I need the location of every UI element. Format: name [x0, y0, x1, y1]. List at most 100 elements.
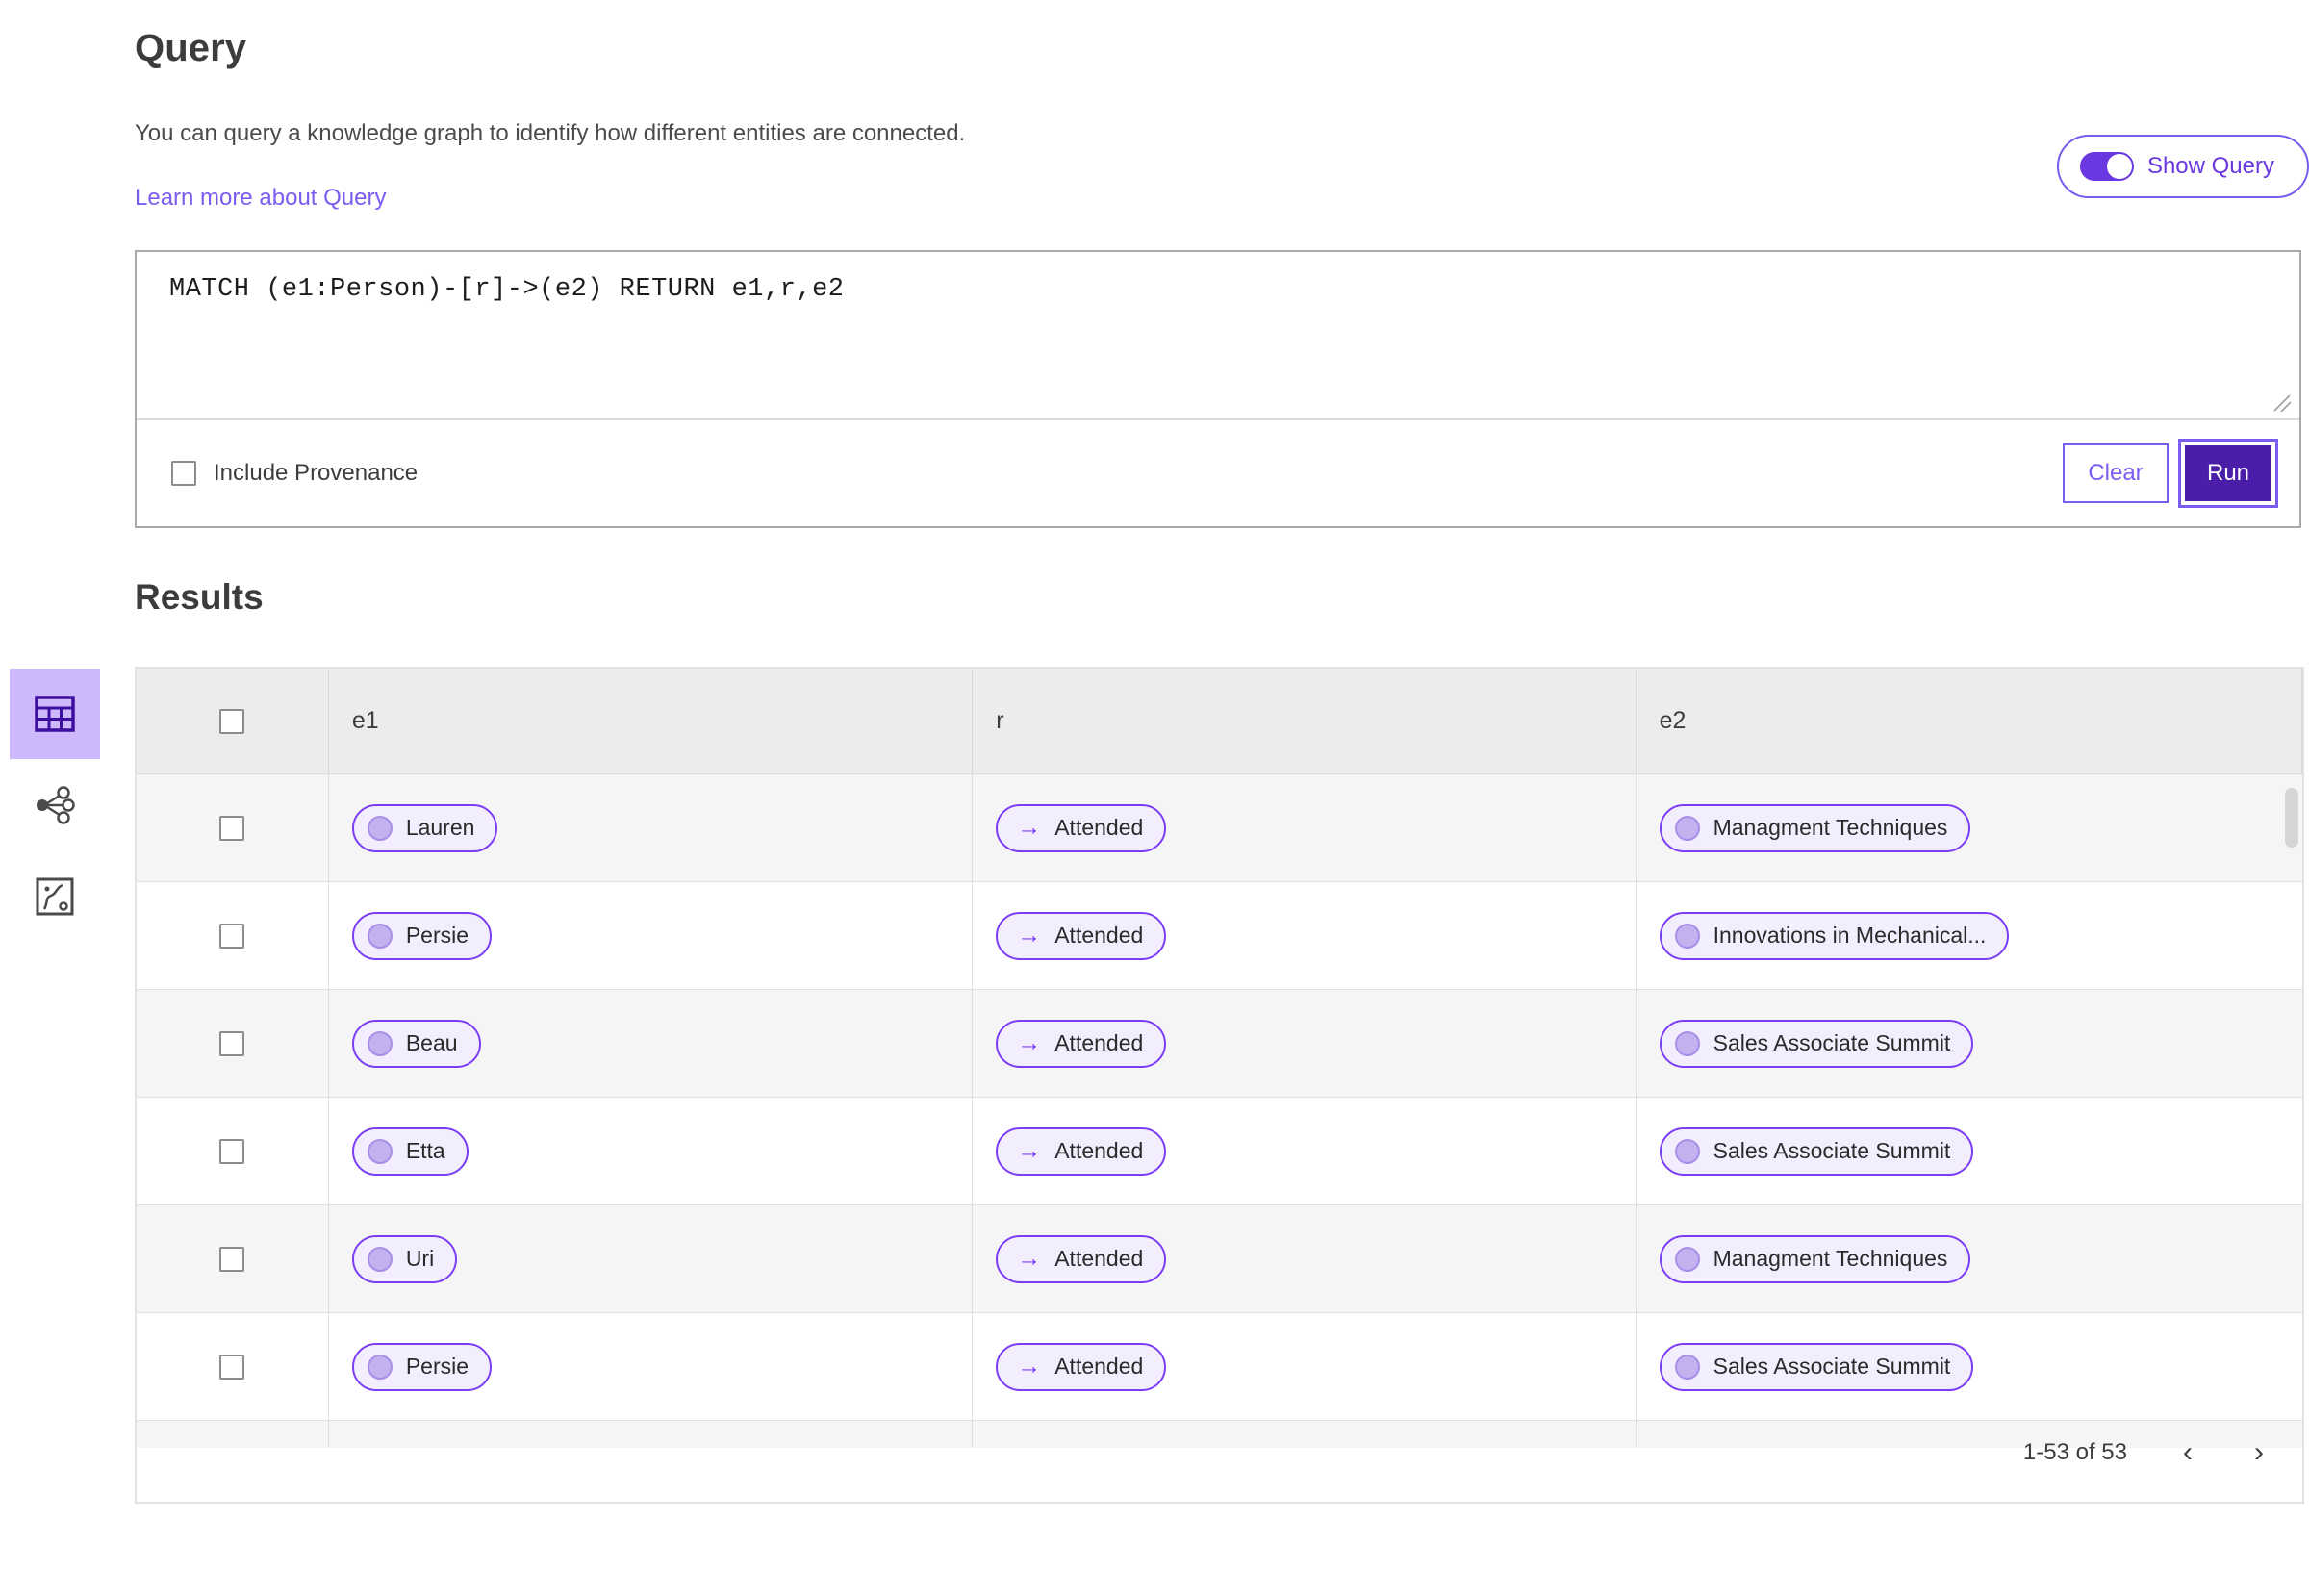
entity-chip[interactable]: Lauren: [351, 803, 498, 852]
relationship-chip-label: Attended: [1054, 923, 1144, 948]
table-row[interactable]: Persie → Attended Sales Associate Summit: [137, 1313, 2302, 1421]
entity-chip-label: Sales Associate Summit: [1713, 1354, 1951, 1379]
row-checkbox[interactable]: [219, 1138, 245, 1164]
resize-handle-icon[interactable]: [2271, 392, 2292, 413]
results-table: e1 r e2 Lauren: [135, 667, 2304, 1504]
entity-dot-icon: [367, 1030, 393, 1056]
column-header-e1[interactable]: e1: [329, 669, 974, 773]
column-header-e2-label: e2: [1659, 707, 1687, 734]
row-select-cell: [137, 1421, 329, 1448]
entity-chip-label: Uri: [405, 1246, 435, 1271]
cell-e2: Sales Associate Summit: [1637, 990, 2302, 1097]
row-checkbox[interactable]: [219, 1030, 245, 1056]
entity-dot-icon: [1674, 1354, 1700, 1380]
relationship-chip[interactable]: → Attended: [996, 803, 1167, 852]
entity-dot-icon: [367, 1246, 393, 1272]
run-button[interactable]: Run: [2185, 445, 2271, 501]
row-checkbox[interactable]: [219, 815, 245, 841]
row-select-cell: [137, 1313, 329, 1420]
pagination: 1-53 of 53 ‹ ›: [2023, 1438, 2270, 1467]
page-subtitle: You can query a knowledge graph to ident…: [135, 120, 966, 146]
include-provenance-checkbox[interactable]: Include Provenance: [171, 460, 418, 487]
column-header-r-label: r: [996, 707, 1004, 734]
entity-chip[interactable]: Sales Associate Summit: [1659, 1342, 1974, 1391]
entity-dot-icon: [1674, 1246, 1700, 1272]
entity-chip[interactable]: Managment Techniques: [1659, 1234, 1971, 1283]
entity-dot-icon: [367, 1138, 393, 1164]
cell-e1: Etta: [329, 1098, 974, 1204]
entity-chip[interactable]: Sales Associate Summit: [1659, 1127, 1974, 1176]
entity-chip[interactable]: Innovations in Mechanical...: [1659, 911, 2010, 960]
cell-e1: Larry: [329, 1421, 974, 1448]
table-row[interactable]: Uri → Attended Managment Techniques: [137, 1205, 2302, 1313]
query-footer: Include Provenance Clear Run: [137, 420, 2299, 526]
table-row[interactable]: Larry → Attended Innovations in Mechanic…: [137, 1421, 2302, 1448]
relationship-chip[interactable]: → Attended: [996, 1234, 1167, 1283]
relationship-chip-label: Attended: [1054, 1246, 1144, 1271]
results-title: Results: [135, 577, 264, 617]
row-select-cell: [137, 1205, 329, 1312]
pagination-next-button[interactable]: ›: [2254, 1436, 2264, 1468]
clear-button[interactable]: Clear: [2063, 443, 2169, 503]
row-checkbox[interactable]: [219, 1246, 245, 1272]
table-row[interactable]: Beau → Attended Sales Associate Summit: [137, 990, 2302, 1098]
entity-dot-icon: [1674, 1138, 1700, 1164]
relationship-chip-label: Attended: [1054, 1138, 1144, 1163]
entity-chip[interactable]: Beau: [351, 1019, 481, 1068]
table-scrollbar-thumb[interactable]: [2285, 788, 2298, 848]
entity-chip-label: Lauren: [405, 815, 475, 840]
row-checkbox[interactable]: [219, 923, 245, 949]
table-row[interactable]: Lauren → Attended Managment Techniques: [137, 774, 2302, 882]
cell-e1: Beau: [329, 990, 974, 1097]
cell-e1: Uri: [329, 1205, 974, 1312]
query-editor[interactable]: MATCH (e1:Person)-[r]->(e2) RETURN e1,r,…: [137, 252, 2299, 420]
relationship-chip[interactable]: → Attended: [996, 1019, 1167, 1068]
relationship-chip[interactable]: → Attended: [996, 911, 1167, 960]
entity-chip[interactable]: Sales Associate Summit: [1659, 1019, 1974, 1068]
entity-chip[interactable]: Etta: [351, 1127, 469, 1176]
entity-chip-label: Innovations in Mechanical...: [1713, 923, 1987, 948]
query-input[interactable]: MATCH (e1:Person)-[r]->(e2) RETURN e1,r,…: [169, 275, 845, 304]
learn-more-link[interactable]: Learn more about Query: [135, 185, 387, 211]
entity-chip[interactable]: Persie: [351, 1342, 493, 1391]
relationship-chip[interactable]: → Attended: [996, 1127, 1167, 1176]
column-header-r[interactable]: r: [973, 669, 1637, 773]
arrow-right-icon: →: [1017, 922, 1042, 949]
pagination-count: 1-53 of 53: [2022, 1439, 2127, 1465]
network-graph-icon: [34, 785, 76, 825]
cell-r: → Attended: [973, 1313, 1637, 1420]
sidebar-item-map-view[interactable]: [10, 851, 100, 942]
entity-chip-label: Beau: [405, 1030, 458, 1055]
entity-chip-label: Managment Techniques: [1713, 1246, 1948, 1271]
cell-e2: Innovations in Mechanical...: [1637, 882, 2302, 989]
cell-r: → Attended: [973, 774, 1637, 881]
table-scrollbar[interactable]: [2285, 774, 2298, 1448]
row-checkbox[interactable]: [219, 1354, 245, 1380]
cell-e2: Sales Associate Summit: [1637, 1098, 2302, 1204]
column-header-e2[interactable]: e2: [1637, 669, 2302, 773]
table-row[interactable]: Etta → Attended Sales Associate Summit: [137, 1098, 2302, 1205]
relationship-chip[interactable]: → Attended: [996, 1342, 1167, 1391]
sidebar-item-graph-view[interactable]: [10, 760, 100, 850]
select-all-checkbox[interactable]: [219, 708, 245, 734]
cell-r: → Attended: [973, 1421, 1637, 1448]
entity-chip-label: Sales Associate Summit: [1713, 1138, 1951, 1163]
entity-chip[interactable]: Persie: [351, 911, 493, 960]
column-header-e1-label: e1: [351, 707, 379, 734]
entity-chip-label: Persie: [405, 1354, 469, 1379]
cell-e2: Managment Techniques: [1637, 774, 2302, 881]
pagination-prev-button[interactable]: ‹: [2183, 1436, 2193, 1468]
entity-chip[interactable]: Managment Techniques: [1659, 803, 1971, 852]
entity-chip[interactable]: Uri: [351, 1234, 458, 1283]
table-row[interactable]: Persie → Attended Innovations in Mechani…: [137, 882, 2302, 990]
cell-r: → Attended: [973, 990, 1637, 1097]
relationship-chip-label: Attended: [1054, 815, 1144, 840]
row-select-cell: [137, 1098, 329, 1204]
sidebar-item-table-view[interactable]: [10, 669, 100, 759]
page-title: Query: [135, 27, 247, 69]
show-query-toggle[interactable]: Show Query: [2056, 135, 2309, 198]
cell-e1: Persie: [329, 1313, 974, 1420]
entity-dot-icon: [367, 815, 393, 841]
cell-e1: Persie: [329, 882, 974, 989]
